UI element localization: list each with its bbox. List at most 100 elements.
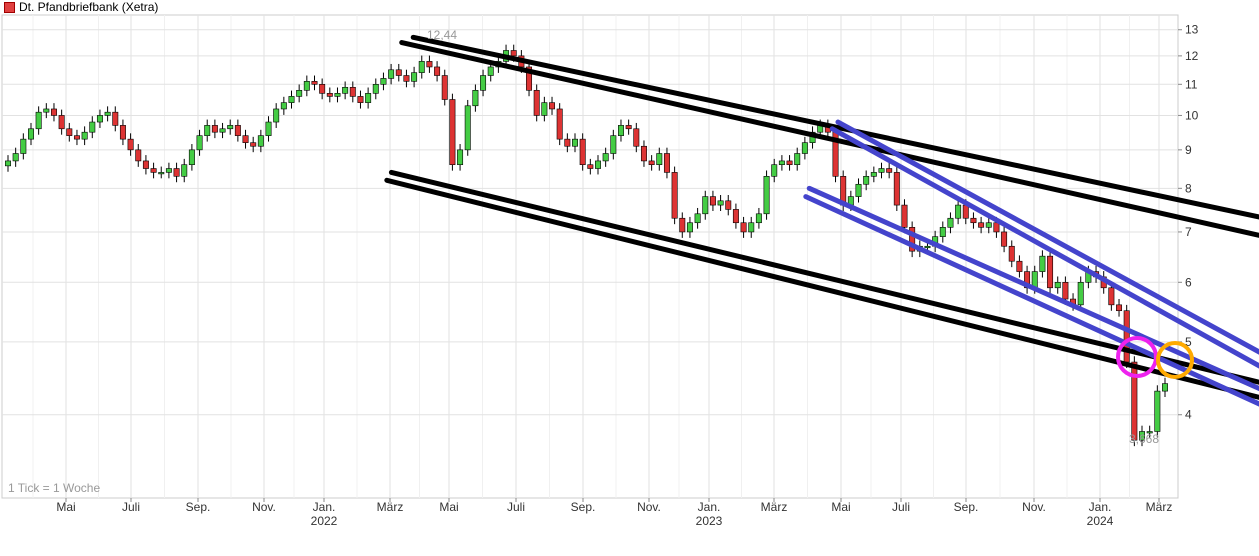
candle-body: [104, 111, 111, 116]
x-tick-label: Nov.: [637, 500, 661, 514]
candle-body: [1108, 287, 1115, 306]
candle-body: [1131, 361, 1138, 441]
candle-body: [372, 84, 379, 94]
candle-body: [58, 115, 65, 130]
candle-body: [173, 168, 180, 177]
candle-body: [35, 111, 42, 130]
candle-body: [250, 142, 257, 147]
candle-body: [794, 153, 801, 166]
x-tick-label: März: [377, 500, 404, 514]
candle-body: [1008, 245, 1015, 262]
x-year-label: 2023: [696, 514, 723, 528]
candle-body: [142, 160, 149, 169]
candle-body: [1047, 255, 1054, 289]
candle-body: [388, 69, 395, 79]
candle-body: [380, 78, 387, 85]
candle-body: [955, 204, 962, 219]
candle-body: [740, 222, 747, 233]
candle-body: [12, 153, 19, 162]
candle-body: [656, 153, 663, 166]
candle-body: [748, 222, 755, 233]
candle-body: [1001, 231, 1008, 247]
candle-body: [1062, 281, 1069, 300]
candle-body: [717, 200, 724, 206]
candle-body: [686, 222, 693, 233]
candle-body: [617, 125, 624, 136]
y-tick-label: 5: [1185, 335, 1192, 349]
x-tick-label: Jan.: [313, 500, 336, 514]
candle-body: [855, 183, 862, 197]
candle-body: [5, 160, 11, 167]
candle-body: [1039, 255, 1046, 272]
candle-body: [265, 121, 272, 136]
candle-body: [709, 196, 716, 206]
high-value-label: 12,44: [427, 28, 457, 42]
candle-body: [572, 138, 578, 147]
candle-body: [234, 125, 241, 136]
candle-body: [1116, 304, 1123, 312]
candle-body: [579, 138, 586, 166]
candle-body: [510, 50, 517, 57]
candle-body: [1162, 383, 1168, 392]
candle-body: [970, 217, 977, 224]
candle-body: [755, 213, 762, 224]
candle-body: [188, 149, 195, 166]
x-tick-label: Sep.: [186, 500, 211, 514]
candle-body: [273, 108, 280, 123]
candle-body: [564, 138, 571, 147]
candle-body: [985, 222, 992, 228]
candle-body: [334, 93, 341, 97]
channel-line-black: [410, 34, 1259, 220]
candle-body: [993, 222, 1000, 233]
x-tick-label: Juli: [507, 500, 525, 514]
candle-body: [311, 81, 318, 85]
candle-body: [165, 168, 172, 173]
marker-circle-orange: [1156, 341, 1194, 379]
tick-note: 1 Tick = 1 Woche: [8, 481, 100, 495]
y-tick-label: 7: [1185, 225, 1192, 239]
candle-body: [365, 93, 372, 103]
x-tick-label: Juli: [892, 500, 910, 514]
candle-body: [771, 164, 778, 177]
candle-body: [418, 61, 425, 73]
candle-body: [464, 105, 471, 151]
candle-body: [280, 102, 287, 110]
chart-title: Dt. Pfandbriefbank (Xetra): [19, 0, 159, 14]
candle-body: [878, 168, 885, 173]
candle-body: [1146, 431, 1153, 434]
candle-body: [901, 204, 908, 228]
candle-body: [434, 66, 441, 76]
candle-body: [480, 75, 487, 91]
x-tick-label: Mai: [831, 500, 850, 514]
candle-body: [112, 111, 119, 126]
legend-swatch-icon: [4, 1, 15, 13]
candle-body: [257, 135, 264, 147]
candle-body: [28, 128, 34, 140]
candle-body: [204, 125, 211, 136]
candle-body: [288, 96, 295, 103]
channel-line-blue: [806, 185, 1259, 392]
y-tick-label: 11: [1185, 77, 1198, 91]
candle-body: [763, 176, 770, 215]
y-tick-label: 8: [1185, 181, 1192, 195]
candle-body: [786, 160, 793, 166]
x-tick-label: Mai: [439, 500, 458, 514]
x-tick-label: März: [1146, 500, 1173, 514]
channel-line-blue: [829, 126, 1259, 369]
candle-body: [319, 84, 326, 94]
x-tick-label: Nov.: [252, 500, 276, 514]
candle-body: [870, 172, 877, 177]
x-tick-label: Juli: [122, 500, 140, 514]
candle-body: [119, 125, 126, 140]
candle-body: [625, 125, 632, 130]
low-value-label: 3,668: [1129, 432, 1159, 446]
candle-body: [725, 200, 732, 210]
y-tick-label: 10: [1185, 108, 1199, 122]
candle-body: [863, 176, 870, 185]
candle-body: [81, 131, 88, 140]
candle-body: [556, 108, 563, 140]
candle-body: [602, 153, 609, 162]
candle-body: [1054, 281, 1061, 289]
candle-body: [732, 209, 739, 224]
